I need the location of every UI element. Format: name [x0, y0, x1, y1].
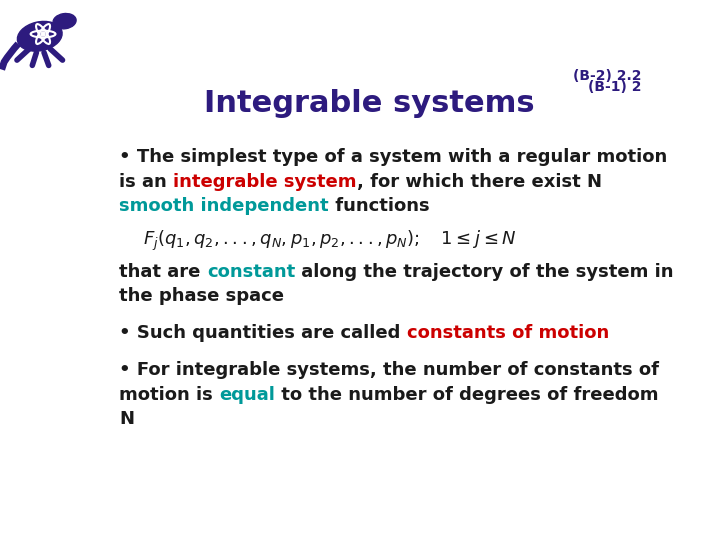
Ellipse shape [53, 14, 76, 29]
Text: functions: functions [329, 197, 430, 215]
FancyArrowPatch shape [17, 49, 30, 60]
Ellipse shape [17, 22, 62, 51]
Text: the phase space: the phase space [120, 287, 284, 305]
Text: , for which there exist N: , for which there exist N [357, 173, 602, 191]
Text: motion is: motion is [120, 386, 220, 404]
Text: along the trajectory of the system in: along the trajectory of the system in [295, 262, 674, 281]
Text: • The simplest type of a system with a regular motion: • The simplest type of a system with a r… [120, 148, 667, 166]
Text: to the number of degrees of freedom: to the number of degrees of freedom [275, 386, 659, 404]
Text: constant: constant [207, 262, 295, 281]
Text: that are: that are [120, 262, 207, 281]
Text: • For integrable systems, the number of constants of: • For integrable systems, the number of … [120, 361, 660, 379]
Text: (B-1) 2: (B-1) 2 [588, 80, 642, 94]
FancyArrowPatch shape [44, 52, 49, 65]
Text: integrable system: integrable system [174, 173, 357, 191]
Text: constants of motion: constants of motion [407, 324, 609, 342]
Text: smooth independent: smooth independent [120, 197, 329, 215]
Text: equal: equal [220, 386, 275, 404]
Text: • Such quantities are called: • Such quantities are called [120, 324, 407, 342]
Circle shape [41, 32, 45, 36]
Text: (B-2) 2.2: (B-2) 2.2 [573, 69, 642, 83]
Text: $F_j(q_1,q_2,...,q_N,p_1,p_2,...,p_N);\quad 1\leq j\leq N$: $F_j(q_1,q_2,...,q_N,p_1,p_2,...,p_N);\q… [143, 230, 516, 253]
FancyArrowPatch shape [50, 49, 63, 60]
FancyArrowPatch shape [32, 52, 37, 65]
Text: Integrable systems: Integrable systems [204, 90, 534, 118]
Text: is an: is an [120, 173, 174, 191]
Text: N: N [120, 410, 135, 428]
